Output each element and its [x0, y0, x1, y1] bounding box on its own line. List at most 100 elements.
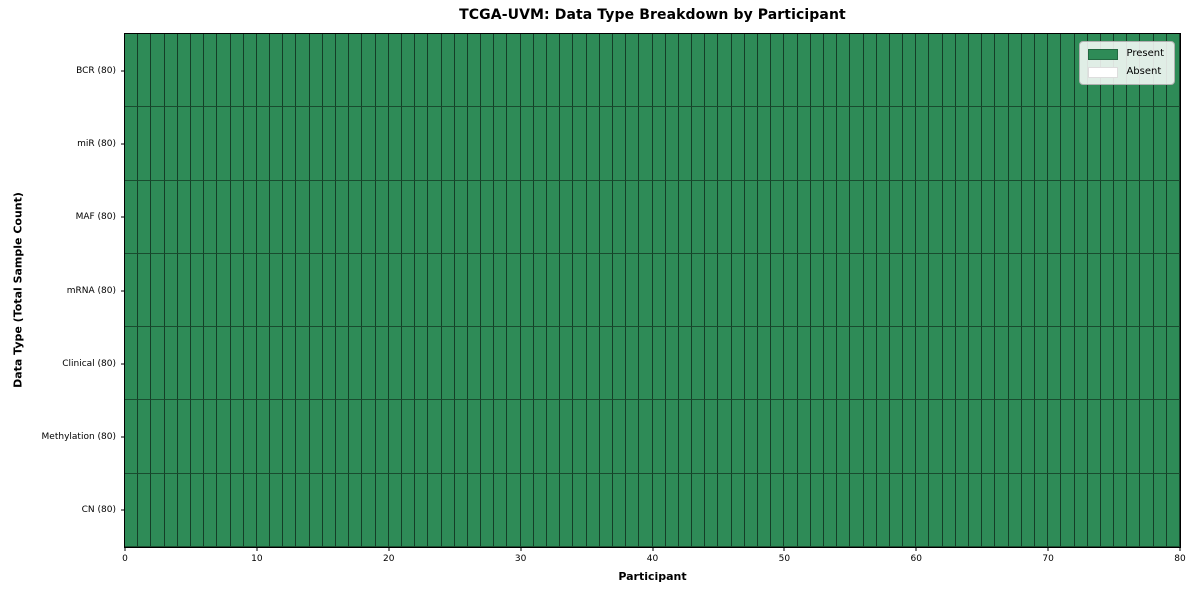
grid-cell [942, 34, 956, 108]
x-tick-label: 40 [646, 554, 659, 564]
grid-cell [190, 400, 205, 474]
plot-grid [125, 34, 1180, 547]
grid-cell [322, 180, 336, 254]
grid-cell [533, 107, 547, 181]
grid-cell [784, 107, 798, 181]
grid-cell [494, 327, 508, 401]
grid-cell [969, 253, 983, 328]
grid-cell [771, 34, 785, 108]
grid-cell [256, 107, 271, 181]
y-tick-label: BCR (80) [76, 65, 116, 76]
grid-cell [942, 253, 956, 328]
grid-cell [507, 180, 521, 254]
grid-cell [876, 473, 890, 547]
grid-cell [823, 180, 838, 254]
grid-cell [560, 400, 574, 474]
grid-cell [955, 473, 969, 547]
grid-cell [586, 327, 600, 401]
y-tick-mark [121, 290, 125, 291]
grid-cell [955, 253, 969, 328]
grid-cell [823, 34, 838, 108]
grid-cell [177, 327, 191, 401]
grid-cell [177, 253, 191, 328]
grid-cell [982, 327, 996, 401]
x-tick-mark [1179, 547, 1181, 551]
y-tick-mark [121, 216, 125, 218]
grid-cell [1021, 180, 1035, 254]
grid-cell [784, 34, 798, 108]
grid-cell [744, 180, 758, 254]
grid-cell [1034, 34, 1049, 108]
grid-cell [705, 107, 719, 181]
grid-cell [177, 400, 191, 474]
grid-cell [177, 107, 191, 181]
grid-cell [678, 180, 693, 254]
grid-cell [731, 253, 745, 328]
grid-cell [256, 327, 271, 401]
grid-cell [995, 180, 1009, 254]
grid-cell [916, 107, 930, 181]
grid-cell [1127, 473, 1141, 547]
grid-cell [441, 253, 455, 328]
grid-cell [678, 34, 693, 108]
grid-cell [481, 107, 495, 181]
grid-cell [586, 34, 600, 108]
grid-cell [375, 34, 389, 108]
grid-cell [705, 253, 719, 328]
grid-cell [296, 253, 310, 328]
legend-entry: Absent [1088, 66, 1164, 78]
grid-cell [415, 180, 429, 254]
grid-cell [138, 180, 152, 254]
x-tick-mark [256, 547, 258, 551]
grid-cell [995, 400, 1009, 474]
grid-cell [533, 180, 547, 254]
grid-cell [494, 180, 508, 254]
grid-cell [401, 253, 416, 328]
x-tick-mark [1047, 547, 1049, 551]
grid-cell [560, 253, 574, 328]
grid-cell [612, 253, 627, 328]
grid-cell [718, 107, 732, 181]
grid-cell [467, 180, 482, 254]
grid-cell [1140, 327, 1154, 401]
grid-cell [810, 253, 824, 328]
grid-cell [270, 34, 284, 108]
grid-cell [665, 327, 679, 401]
grid-cell [520, 107, 534, 181]
legend-swatch-absent [1088, 66, 1119, 78]
grid-cell [942, 327, 956, 401]
grid-cell [401, 107, 416, 181]
grid-cell [270, 253, 284, 328]
x-tick-label: 30 [514, 554, 527, 564]
grid-cell [428, 327, 442, 401]
grid-cell [1140, 180, 1154, 254]
grid-cell [547, 400, 561, 474]
grid-cell [138, 34, 152, 108]
grid-cell [797, 327, 811, 401]
grid-cell [401, 400, 416, 474]
grid-cell [810, 34, 824, 108]
grid-cell [560, 34, 574, 108]
grid-cell [283, 180, 297, 254]
grid-cell [626, 34, 640, 108]
grid-cell [375, 473, 389, 547]
grid-cell [177, 34, 191, 108]
grid-cell [190, 473, 205, 547]
legend: Present Absent [1079, 41, 1175, 85]
grid-cell [1034, 107, 1049, 181]
grid-cell [823, 473, 838, 547]
grid-cell [810, 473, 824, 547]
grid-cell [863, 34, 877, 108]
grid-cell [309, 473, 323, 547]
grid-cell [164, 253, 178, 328]
grid-cell [270, 327, 284, 401]
grid-cell [863, 253, 877, 328]
grid-cell [520, 180, 534, 254]
grid-cell [889, 327, 904, 401]
grid-cell [256, 34, 271, 108]
grid-cell [692, 327, 706, 401]
grid-cell [309, 107, 323, 181]
grid-cell [467, 253, 482, 328]
grid-cell [428, 253, 442, 328]
grid-cell [810, 327, 824, 401]
